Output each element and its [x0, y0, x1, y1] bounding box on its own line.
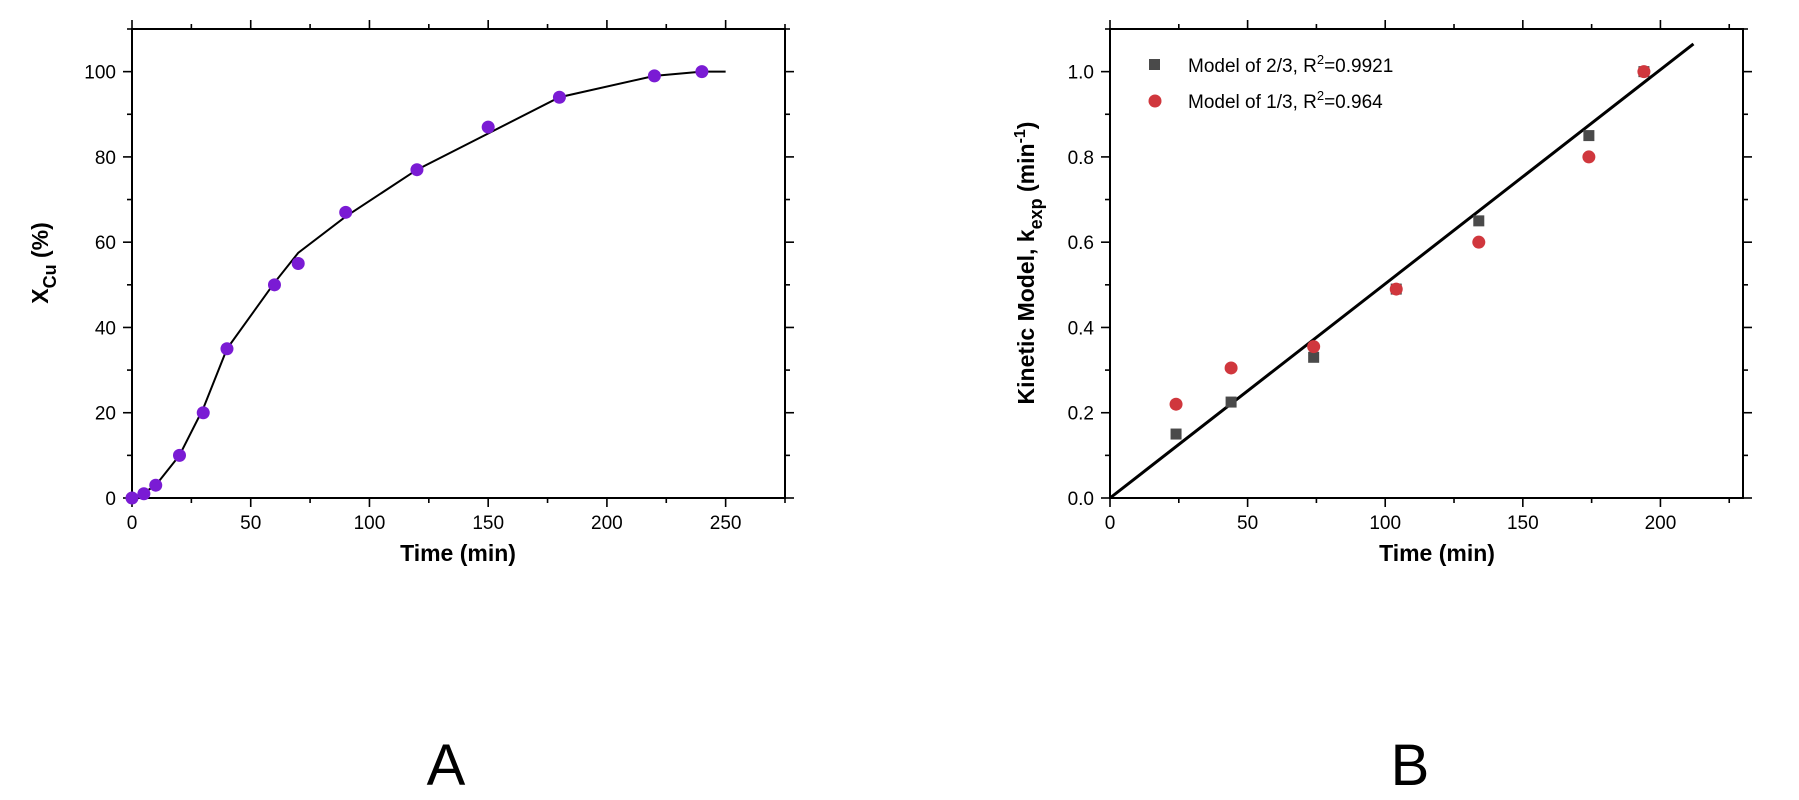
chart-b-x-tick-label: 50 — [1237, 513, 1258, 534]
chart-a-plot-frame — [131, 28, 786, 499]
chart-a-point — [196, 406, 210, 420]
chart-b-point-model-1-3 — [1169, 397, 1183, 411]
chart-a-point — [410, 163, 424, 177]
chart-a-point — [137, 487, 151, 501]
legend-label-model-2-3: Model of 2/3, R2=0.9921 — [1188, 52, 1393, 77]
legend-label-model-1-3: Model of 1/3, R2=0.964 — [1188, 88, 1383, 113]
chart-a-point — [552, 90, 566, 104]
chart-a-y-tick-label: 20 — [95, 404, 116, 425]
chart-a-x-tick-label: 150 — [472, 513, 504, 534]
chart-a-point — [172, 448, 186, 462]
chart-b-y-tick-label: 1.0 — [1068, 63, 1094, 84]
chart-a-y-tick-label: 40 — [95, 318, 116, 339]
chart-b-tick-labels: 0 50 100 150 200 0.0 0.2 0.4 0.6 0.8 1.0 — [1068, 63, 1677, 534]
chart-a-point — [125, 491, 139, 505]
legend-label-model-2-3-prefix: Model of 2/3, R — [1188, 56, 1317, 77]
legend-label-model-1-3-suffix: =0.964 — [1324, 92, 1383, 113]
chart-b-point-model-2-3 — [1308, 351, 1320, 363]
chart-b-point-model-2-3 — [1473, 215, 1485, 227]
panel-label-a: A — [427, 733, 466, 798]
chart-b-y-tick-label: 0.8 — [1068, 148, 1094, 169]
legend-label-model-2-3-suffix: =0.9921 — [1324, 56, 1393, 77]
chart-b-point-model-1-3 — [1472, 235, 1486, 249]
chart-a-point — [695, 65, 709, 79]
chart-a-tick-labels: 0 50 100 150 200 250 0 20 40 60 80 100 — [84, 63, 741, 534]
chart-b-y-axis-title-sub: exp — [1026, 198, 1046, 229]
chart-b-y-axis-title-main: Kinetic Model, k — [1013, 229, 1039, 404]
chart-a-ticks — [123, 20, 794, 507]
chart-b-point-model-1-3 — [1307, 340, 1321, 354]
chart-b-legend: Model of 2/3, R2=0.9921 Model of 1/3, R2… — [1148, 52, 1393, 113]
chart-b-y-tick-label: 0.4 — [1068, 318, 1095, 339]
chart-b: 0 50 100 150 200 0.0 0.2 0.4 0.6 0.8 1.0 Model of … — [1012, 20, 1752, 798]
chart-a-y-tick-label: 0 — [105, 489, 116, 510]
chart-a-point — [267, 278, 281, 292]
chart-a-point — [220, 342, 234, 356]
chart-b-point-model-1-3 — [1224, 361, 1238, 375]
chart-b-y-axis-title: Kinetic Model, kexp (min-1) — [1012, 122, 1046, 405]
chart-b-x-axis-title: Time (min) — [1379, 540, 1495, 566]
chart-b-point-model-2-3 — [1170, 428, 1182, 440]
legend-label-model-1-3-sup: 2 — [1317, 88, 1324, 103]
legend-marker-model-2-3 — [1149, 59, 1160, 70]
chart-a-y-axis-title-sub: Cu — [40, 264, 60, 288]
chart-a-y-tick-label: 80 — [95, 148, 116, 169]
chart-a-y-axis-title-main: X — [27, 288, 53, 304]
chart-b-x-tick-label: 0 — [1105, 513, 1116, 534]
chart-b-point-model-2-3 — [1225, 396, 1237, 408]
chart-a: 0 50 100 150 200 250 0 20 40 60 80 100 Time (min) X… — [27, 20, 794, 798]
chart-a-x-tick-label: 50 — [240, 513, 261, 534]
legend-label-model-1-3-prefix: Model of 1/3, R — [1188, 92, 1317, 113]
chart-a-point — [481, 120, 495, 134]
chart-a-y-axis-title: XCu (%) — [27, 222, 60, 304]
chart-b-ticks — [1101, 20, 1752, 507]
chart-a-x-tick-label: 250 — [710, 513, 742, 534]
chart-a-point — [149, 478, 163, 492]
legend-marker-model-1-3 — [1148, 94, 1162, 108]
chart-b-y-axis-title-unit-open: (min — [1013, 143, 1039, 198]
chart-b-y-tick-label: 0.2 — [1068, 404, 1094, 425]
legend-label-model-2-3-sup: 2 — [1317, 52, 1324, 67]
chart-a-point — [647, 69, 661, 83]
chart-b-y-tick-label: 0.6 — [1068, 233, 1094, 254]
chart-b-x-tick-label: 100 — [1369, 513, 1401, 534]
chart-b-point-model-2-3 — [1583, 130, 1595, 142]
chart-b-fit-line — [1109, 42, 1695, 500]
chart-a-x-axis-title: Time (min) — [400, 540, 516, 566]
chart-a-data-points — [125, 65, 709, 505]
chart-a-fit-line — [131, 70, 726, 499]
chart-b-x-tick-label: 150 — [1507, 513, 1539, 534]
chart-a-y-tick-label: 60 — [95, 233, 116, 254]
chart-a-x-tick-label: 0 — [127, 513, 138, 534]
chart-b-x-tick-label: 200 — [1645, 513, 1677, 534]
chart-a-x-tick-label: 100 — [354, 513, 386, 534]
chart-b-point-model-1-3 — [1637, 65, 1651, 79]
chart-b-plot-frame — [1109, 28, 1744, 499]
chart-b-y-tick-label: 0.0 — [1068, 489, 1094, 510]
chart-b-point-model-1-3 — [1582, 150, 1596, 164]
chart-a-y-axis-title-unit: (%) — [27, 222, 53, 264]
chart-b-data-points — [1169, 65, 1651, 440]
chart-b-point-model-1-3 — [1389, 282, 1403, 296]
chart-a-x-tick-label: 200 — [591, 513, 623, 534]
chart-a-y-tick-label: 100 — [84, 63, 116, 84]
chart-b-y-axis-title-unit-sup: -1 — [1012, 129, 1029, 143]
chart-b-y-axis-title-unit-close: ) — [1013, 122, 1039, 130]
panel-label-b: B — [1391, 733, 1430, 798]
chart-a-point — [291, 257, 305, 270]
chart-a-point — [339, 205, 353, 219]
